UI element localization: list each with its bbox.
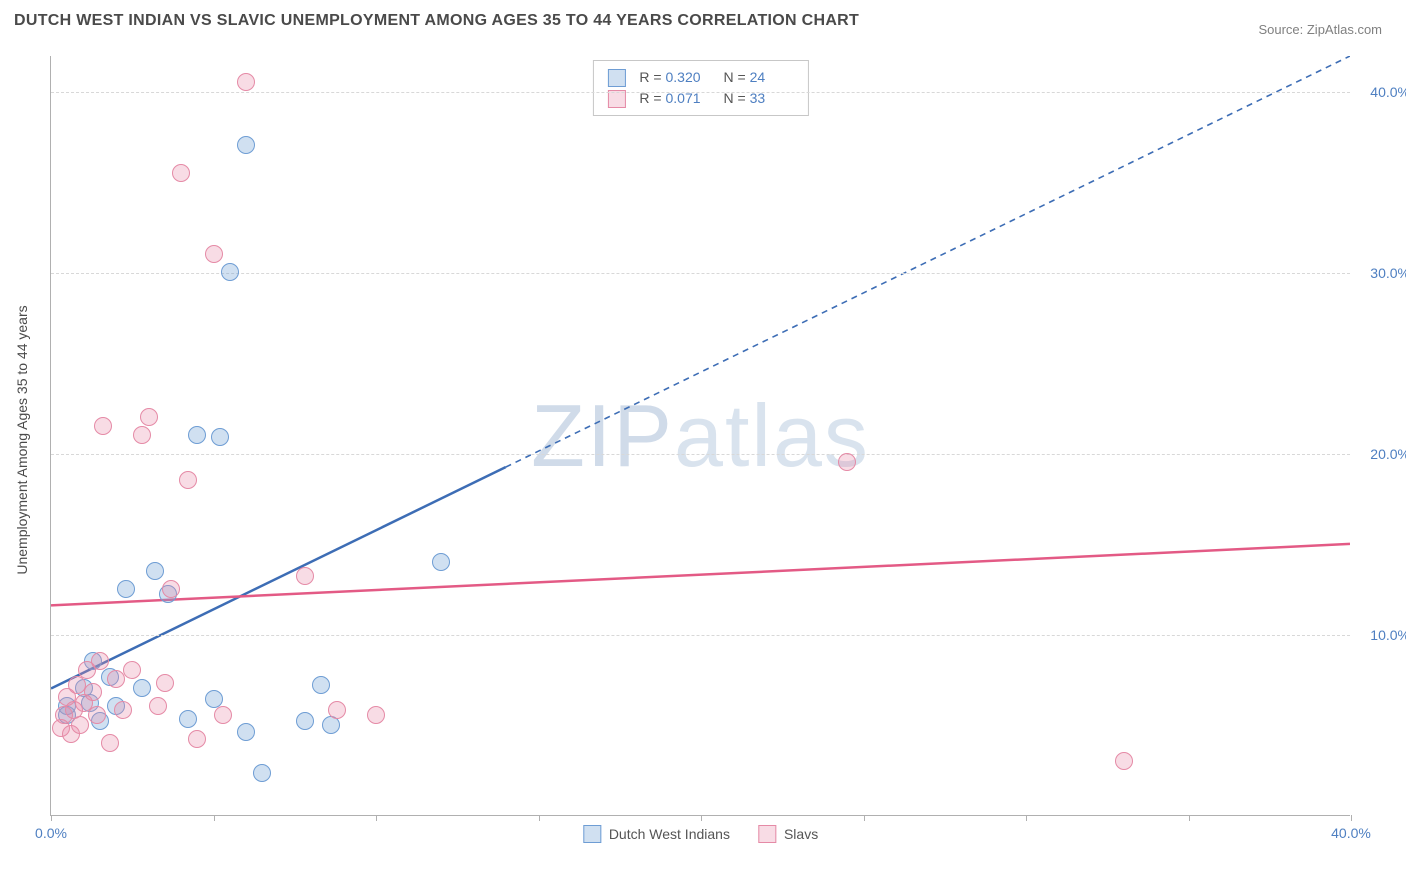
- data-point: [133, 426, 151, 444]
- x-tick-mark: [539, 815, 540, 821]
- bottom-legend: Dutch West Indians Slavs: [583, 825, 818, 843]
- x-tick-label: 40.0%: [1331, 825, 1371, 841]
- plot-area: ZIPatlas R = 0.320 N = 24 R = 0.071 N = …: [50, 56, 1350, 816]
- r-value: 0.071: [666, 88, 710, 109]
- data-point: [88, 706, 106, 724]
- data-point: [162, 580, 180, 598]
- trendline-solid: [51, 544, 1350, 605]
- data-point: [146, 562, 164, 580]
- n-value: 24: [750, 67, 794, 88]
- trendlines-svg: [51, 56, 1350, 815]
- data-point: [214, 706, 232, 724]
- data-point: [71, 716, 89, 734]
- n-label: N =: [724, 69, 746, 85]
- r-value: 0.320: [666, 67, 710, 88]
- data-point: [140, 408, 158, 426]
- data-point: [211, 428, 229, 446]
- data-point: [237, 723, 255, 741]
- data-point: [101, 734, 119, 752]
- data-point: [367, 706, 385, 724]
- swatch-icon: [583, 825, 601, 843]
- data-point: [94, 417, 112, 435]
- data-point: [117, 580, 135, 598]
- data-point: [133, 679, 151, 697]
- data-point: [296, 712, 314, 730]
- y-tick-label: 10.0%: [1370, 627, 1406, 643]
- chart-title: DUTCH WEST INDIAN VS SLAVIC UNEMPLOYMENT…: [14, 12, 859, 30]
- data-point: [149, 697, 167, 715]
- x-tick-mark: [51, 815, 52, 821]
- source-label: Source: ZipAtlas.com: [1258, 22, 1382, 37]
- gridline: [51, 454, 1350, 455]
- data-point: [1115, 752, 1133, 770]
- data-point: [107, 670, 125, 688]
- y-tick-label: 20.0%: [1370, 446, 1406, 462]
- x-tick-mark: [1189, 815, 1190, 821]
- y-tick-label: 40.0%: [1370, 84, 1406, 100]
- data-point: [237, 136, 255, 154]
- trendline-dashed: [506, 56, 1350, 467]
- stats-row: R = 0.320 N = 24: [607, 67, 793, 88]
- x-tick-mark: [1351, 815, 1352, 821]
- trendline-solid: [51, 467, 506, 688]
- x-tick-mark: [1026, 815, 1027, 821]
- stats-row: R = 0.071 N = 33: [607, 88, 793, 109]
- x-tick-mark: [214, 815, 215, 821]
- data-point: [205, 690, 223, 708]
- y-axis-label: Unemployment Among Ages 35 to 44 years: [14, 305, 30, 574]
- gridline: [51, 273, 1350, 274]
- legend-label: Dutch West Indians: [609, 826, 730, 842]
- data-point: [296, 567, 314, 585]
- watermark-zip: ZIP: [531, 386, 674, 485]
- swatch-icon: [607, 69, 625, 87]
- data-point: [221, 263, 239, 281]
- data-point: [123, 661, 141, 679]
- legend-label: Slavs: [784, 826, 818, 842]
- watermark: ZIPatlas: [531, 385, 870, 487]
- y-tick-label: 30.0%: [1370, 265, 1406, 281]
- data-point: [114, 701, 132, 719]
- data-point: [253, 764, 271, 782]
- legend-item: Dutch West Indians: [583, 825, 730, 843]
- x-tick-mark: [701, 815, 702, 821]
- data-point: [84, 683, 102, 701]
- data-point: [156, 674, 174, 692]
- x-tick-label: 0.0%: [35, 825, 67, 841]
- stats-legend: R = 0.320 N = 24 R = 0.071 N = 33: [592, 60, 808, 116]
- n-value: 33: [750, 88, 794, 109]
- legend-item: Slavs: [758, 825, 818, 843]
- watermark-atlas: atlas: [674, 386, 870, 485]
- x-tick-mark: [864, 815, 865, 821]
- gridline: [51, 635, 1350, 636]
- r-label: R =: [639, 69, 661, 85]
- data-point: [172, 164, 190, 182]
- data-point: [188, 730, 206, 748]
- x-tick-mark: [376, 815, 377, 821]
- gridline: [51, 92, 1350, 93]
- data-point: [188, 426, 206, 444]
- data-point: [91, 652, 109, 670]
- data-point: [179, 471, 197, 489]
- data-point: [237, 73, 255, 91]
- data-point: [432, 553, 450, 571]
- data-point: [838, 453, 856, 471]
- data-point: [205, 245, 223, 263]
- swatch-icon: [758, 825, 776, 843]
- data-point: [312, 676, 330, 694]
- data-point: [328, 701, 346, 719]
- data-point: [179, 710, 197, 728]
